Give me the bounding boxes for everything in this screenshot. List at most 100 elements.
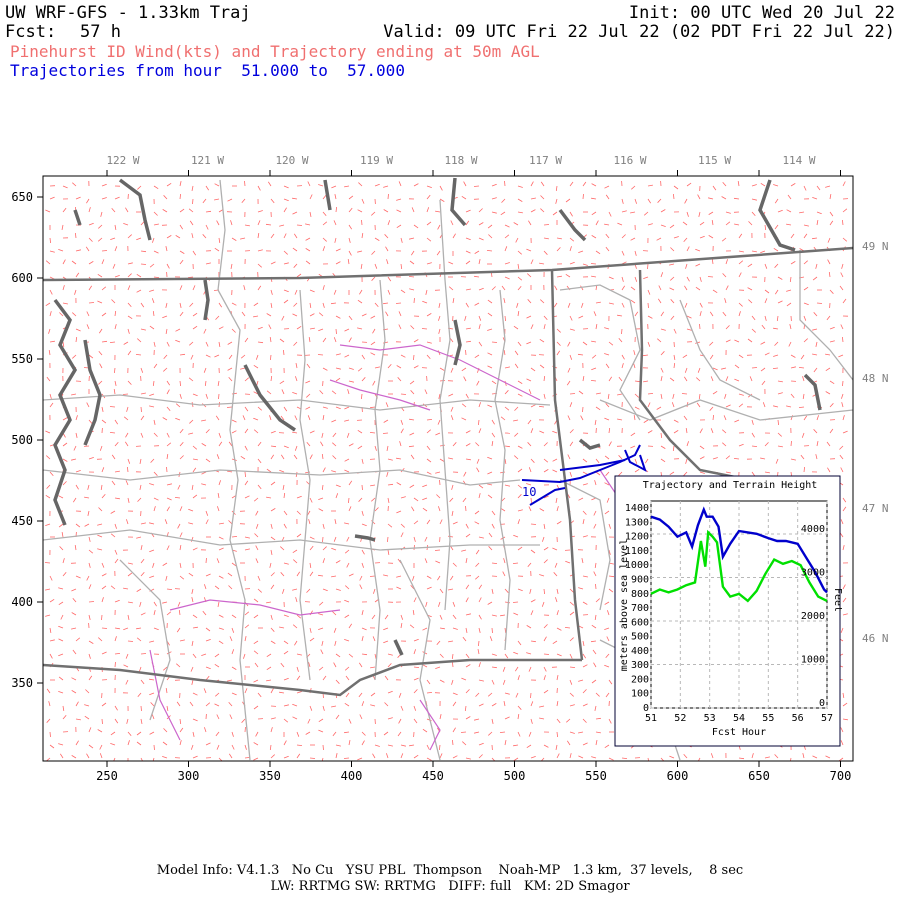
wind-barb [683, 753, 688, 759]
wind-barb [764, 352, 770, 356]
wind-barb [578, 587, 584, 590]
wind-barb [631, 185, 636, 190]
wind-barb [461, 677, 467, 681]
inset-ylabel-left: meters above sea level [619, 539, 630, 671]
wind-barb [461, 549, 467, 552]
wind-barb [721, 367, 727, 370]
wind-barb [813, 312, 818, 317]
wind-barb [762, 402, 766, 408]
wind-barb [595, 301, 601, 304]
wind-barb [152, 237, 155, 243]
wind-barb [543, 675, 546, 681]
inset-x-tick-label: 55 [762, 713, 774, 724]
wind-barb [231, 744, 235, 750]
wind-barb [721, 196, 727, 200]
wind-barb [374, 366, 380, 369]
wind-barb [227, 198, 233, 202]
wind-barb [569, 237, 575, 242]
wind-barb [357, 250, 363, 253]
wind-barb [216, 744, 220, 750]
wind-barb [374, 507, 379, 512]
wind-barb [465, 664, 471, 668]
wind-barb [438, 302, 441, 308]
wind-barb [166, 466, 168, 473]
wind-barb [581, 302, 584, 308]
wind-barb [749, 376, 753, 382]
wind-barb [335, 261, 341, 265]
wind-barb [413, 649, 416, 655]
wind-barb [567, 415, 571, 421]
wind-barb [331, 419, 337, 423]
wind-barb [462, 497, 467, 503]
wind-barb [630, 432, 636, 437]
wind-barb [569, 692, 574, 697]
wind-barb [543, 666, 547, 672]
wind-barb [101, 493, 106, 499]
wind-barb [125, 480, 129, 486]
wind-barb [699, 428, 703, 434]
wind-barb [514, 363, 519, 369]
wind-barb [475, 562, 480, 567]
wind-barb [344, 549, 350, 554]
wind-barb [201, 483, 207, 486]
wind-barb [672, 445, 675, 452]
wind-barb [474, 250, 480, 254]
wind-barb [465, 689, 470, 694]
inset-background [614, 475, 841, 747]
wind-barb [294, 289, 298, 295]
wind-barb [345, 675, 350, 681]
wind-barb [723, 415, 727, 421]
wind-barb [842, 597, 847, 603]
wind-barb [370, 341, 376, 346]
wind-barb [724, 298, 727, 304]
wind-barb [305, 237, 311, 241]
wind-barb [841, 402, 844, 408]
wind-barb [136, 731, 142, 736]
wind-barb [565, 560, 571, 564]
wind-barb [97, 237, 103, 242]
wind-barb [608, 718, 612, 724]
wind-barb [334, 519, 337, 525]
wind-barb [127, 380, 132, 385]
wind-barb [332, 432, 337, 438]
wind-barb [75, 740, 79, 746]
wind-barb [296, 510, 301, 515]
wind-barb [231, 302, 237, 306]
wind-barb [798, 406, 805, 408]
wind-barb [647, 302, 649, 309]
wind-barb [413, 638, 419, 642]
wind-barb [786, 405, 792, 408]
wind-barb [269, 562, 272, 568]
wind-barb [370, 666, 376, 669]
wind-barb [580, 415, 584, 421]
wind-barb [125, 679, 129, 685]
wind-barb [217, 506, 220, 512]
wind-barb [424, 536, 428, 542]
wind-barb [634, 250, 637, 256]
wind-barb [296, 273, 302, 278]
wind-barb [569, 246, 572, 252]
wind-barb [556, 610, 559, 616]
wind-barb [218, 393, 220, 400]
wind-barb [491, 703, 497, 707]
wind-barb [800, 354, 805, 360]
inset-grid [650, 501, 828, 709]
wind-barb [398, 311, 402, 317]
wind-barb [790, 354, 796, 358]
wind-barb [396, 209, 402, 213]
wind-barb [175, 235, 181, 239]
wind-barb [296, 691, 302, 694]
wind-barb [335, 328, 337, 335]
wind-barb [49, 237, 51, 244]
wind-barb [266, 390, 272, 395]
wind-barb [684, 198, 688, 204]
wind-barb [322, 302, 325, 308]
wind-barb [268, 324, 272, 330]
wind-barb [244, 726, 246, 733]
wind-barb [413, 705, 417, 711]
wind-barb [370, 315, 376, 319]
wind-barb [244, 536, 250, 539]
wind-barb [422, 497, 428, 501]
wind-barb [582, 471, 588, 475]
wind-barb [517, 731, 521, 737]
